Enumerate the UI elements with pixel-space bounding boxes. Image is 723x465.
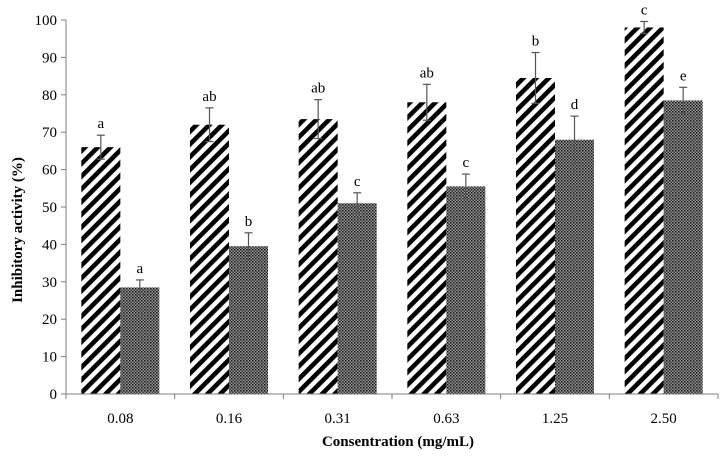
x-axis-ticks: 0.08 0.16 0.31 0.63 1.25 2.50 <box>65 394 719 427</box>
x-tick-label: 0.08 <box>107 411 133 427</box>
bars <box>81 27 703 395</box>
significance-label: b <box>532 34 540 50</box>
y-tick-label: 60 <box>42 163 57 179</box>
bar <box>337 203 377 394</box>
significance-label: a <box>136 261 143 277</box>
significance-label: a <box>97 116 104 132</box>
y-tick-label: 20 <box>42 312 57 328</box>
significance-label: d <box>571 97 579 113</box>
y-tick-label: 30 <box>42 275 57 291</box>
y-tick-label: 0 <box>50 387 58 403</box>
significance-label: c <box>641 2 648 18</box>
error-bars <box>96 20 688 296</box>
y-tick-label: 50 <box>42 200 57 216</box>
bar <box>516 77 555 394</box>
bar <box>407 102 447 394</box>
significance-label: ab <box>311 81 325 97</box>
significance-label: b <box>245 214 253 230</box>
x-axis-title: Consentration (mg/mL) <box>322 434 474 450</box>
significance-label: ab <box>202 89 216 105</box>
x-tick-label: 0.63 <box>433 411 459 427</box>
significance-label: c <box>462 155 469 171</box>
y-axis-title: Inhibitory activity (%) <box>10 157 26 303</box>
bar <box>190 124 229 394</box>
y-tick-label: 80 <box>42 88 57 104</box>
bar <box>663 100 703 394</box>
axes <box>65 20 718 395</box>
bar <box>555 139 594 394</box>
x-tick-label: 1.25 <box>542 411 568 427</box>
bar <box>624 27 664 394</box>
bar <box>81 147 121 394</box>
bar <box>298 119 338 395</box>
y-tick-label: 40 <box>42 237 57 253</box>
y-tick-label: 100 <box>35 13 58 29</box>
bar <box>229 246 268 394</box>
x-tick-label: 2.50 <box>651 411 677 427</box>
y-axis-ticks: 0 10 20 30 40 50 60 70 80 90 100 <box>35 13 66 403</box>
x-tick-label: 0.31 <box>325 411 351 427</box>
bar <box>120 287 160 394</box>
bar <box>446 186 486 394</box>
significance-label: c <box>354 174 361 190</box>
significance-label: e <box>680 68 687 84</box>
significance-label: ab <box>420 65 434 81</box>
x-tick-label: 0.16 <box>216 411 243 427</box>
y-tick-label: 70 <box>42 125 57 141</box>
y-tick-label: 90 <box>42 50 57 66</box>
y-tick-label: 10 <box>42 350 57 366</box>
